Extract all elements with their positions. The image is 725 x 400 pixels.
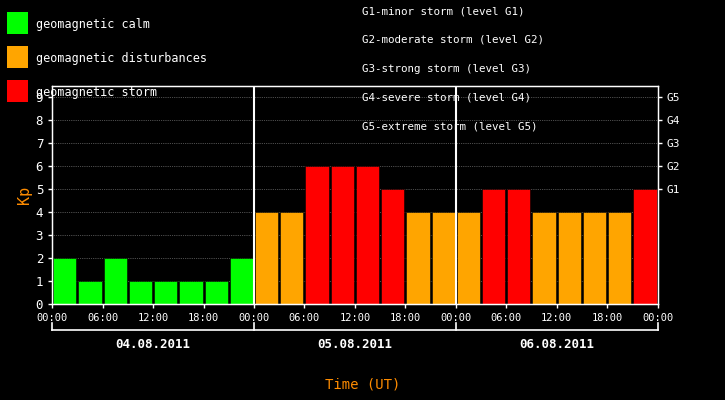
- Text: G5-extreme storm (level G5): G5-extreme storm (level G5): [362, 121, 538, 131]
- Text: geomagnetic disturbances: geomagnetic disturbances: [36, 52, 207, 65]
- Text: 05.08.2011: 05.08.2011: [318, 338, 392, 351]
- Bar: [482, 189, 505, 304]
- Bar: [532, 212, 555, 304]
- Y-axis label: Kp: Kp: [17, 186, 31, 204]
- Bar: [583, 212, 606, 304]
- Bar: [381, 189, 405, 304]
- Bar: [230, 258, 253, 304]
- Bar: [331, 166, 354, 304]
- Text: G2-moderate storm (level G2): G2-moderate storm (level G2): [362, 35, 544, 45]
- Text: 06.08.2011: 06.08.2011: [519, 338, 594, 351]
- Bar: [507, 189, 531, 304]
- Bar: [53, 258, 76, 304]
- Bar: [305, 166, 328, 304]
- Bar: [406, 212, 429, 304]
- Bar: [281, 212, 304, 304]
- Text: Time (UT): Time (UT): [325, 378, 400, 392]
- Text: G4-severe storm (level G4): G4-severe storm (level G4): [362, 92, 531, 102]
- Bar: [558, 212, 581, 304]
- Bar: [154, 281, 178, 304]
- Bar: [104, 258, 127, 304]
- Bar: [431, 212, 455, 304]
- Bar: [204, 281, 228, 304]
- Bar: [255, 212, 278, 304]
- Bar: [179, 281, 202, 304]
- Bar: [78, 281, 102, 304]
- Bar: [457, 212, 480, 304]
- Bar: [356, 166, 379, 304]
- Text: 04.08.2011: 04.08.2011: [115, 338, 191, 351]
- Text: geomagnetic calm: geomagnetic calm: [36, 18, 150, 30]
- Text: geomagnetic storm: geomagnetic storm: [36, 86, 157, 98]
- Bar: [634, 189, 657, 304]
- Text: G3-strong storm (level G3): G3-strong storm (level G3): [362, 64, 531, 74]
- Bar: [129, 281, 152, 304]
- Bar: [608, 212, 631, 304]
- Text: G1-minor storm (level G1): G1-minor storm (level G1): [362, 6, 525, 16]
